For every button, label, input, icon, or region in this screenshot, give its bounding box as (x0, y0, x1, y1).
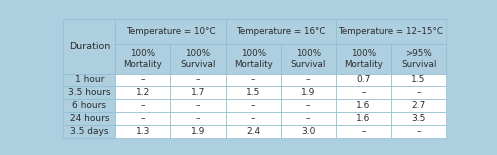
Text: –: – (306, 114, 311, 123)
Bar (281, 73, 336, 86)
Text: –: – (416, 127, 421, 136)
Bar (336, 112, 391, 125)
Text: –: – (196, 101, 200, 110)
Bar (63, 125, 115, 138)
Bar (170, 86, 226, 99)
Bar (391, 99, 446, 112)
Bar (391, 86, 446, 99)
Text: –: – (251, 101, 255, 110)
Text: –: – (306, 101, 311, 110)
Bar (391, 44, 446, 73)
Bar (63, 86, 115, 99)
Text: 3.5: 3.5 (412, 114, 426, 123)
Bar (336, 99, 391, 112)
Text: 1.9: 1.9 (301, 88, 316, 97)
Text: 0.7: 0.7 (356, 75, 371, 84)
Text: 1 hour: 1 hour (75, 75, 104, 84)
Text: –: – (141, 75, 145, 84)
Bar (281, 86, 336, 99)
Text: 24 hours: 24 hours (70, 114, 109, 123)
Bar (281, 125, 336, 138)
Text: 2.4: 2.4 (246, 127, 260, 136)
Bar (226, 112, 281, 125)
Text: 100%
Mortality: 100% Mortality (344, 49, 383, 69)
Bar (336, 125, 391, 138)
Text: –: – (361, 127, 366, 136)
Text: –: – (251, 75, 255, 84)
Text: 100%
Survival: 100% Survival (291, 49, 326, 69)
Text: –: – (361, 88, 366, 97)
Bar (115, 73, 170, 86)
Text: –: – (141, 101, 145, 110)
Bar (226, 86, 281, 99)
Text: –: – (196, 114, 200, 123)
Bar (170, 112, 226, 125)
Bar (63, 19, 115, 73)
Text: Temperature = 10°C: Temperature = 10°C (126, 27, 215, 36)
Bar (336, 19, 446, 44)
Bar (281, 112, 336, 125)
Bar (63, 73, 115, 86)
Text: –: – (141, 114, 145, 123)
Text: –: – (251, 114, 255, 123)
Text: 1.7: 1.7 (191, 88, 205, 97)
Bar (336, 44, 391, 73)
Bar (391, 73, 446, 86)
Text: 2.7: 2.7 (412, 101, 426, 110)
Bar (170, 44, 226, 73)
Bar (115, 99, 170, 112)
Bar (63, 99, 115, 112)
Bar (63, 112, 115, 125)
Bar (281, 44, 336, 73)
Bar (115, 19, 226, 44)
Bar (115, 112, 170, 125)
Bar (115, 86, 170, 99)
Bar (391, 125, 446, 138)
Bar (226, 73, 281, 86)
Bar (336, 73, 391, 86)
Text: 1.6: 1.6 (356, 101, 371, 110)
Bar (115, 125, 170, 138)
Bar (226, 99, 281, 112)
Text: 1.2: 1.2 (136, 88, 150, 97)
Text: –: – (196, 75, 200, 84)
Bar (170, 125, 226, 138)
Text: 100%
Mortality: 100% Mortality (234, 49, 272, 69)
Text: Temperature = 16°C: Temperature = 16°C (236, 27, 326, 36)
Text: –: – (416, 88, 421, 97)
Bar (336, 86, 391, 99)
Text: 1.5: 1.5 (246, 88, 260, 97)
Text: 1.6: 1.6 (356, 114, 371, 123)
Bar (281, 99, 336, 112)
Text: 1.9: 1.9 (191, 127, 205, 136)
Text: –: – (306, 75, 311, 84)
Text: 100%
Survival: 100% Survival (180, 49, 216, 69)
Text: 100%
Mortality: 100% Mortality (124, 49, 163, 69)
Text: 3.5 hours: 3.5 hours (68, 88, 111, 97)
Text: 3.0: 3.0 (301, 127, 316, 136)
Bar (226, 44, 281, 73)
Text: Temperature = 12–15°C: Temperature = 12–15°C (338, 27, 443, 36)
Bar (170, 99, 226, 112)
Text: 1.5: 1.5 (412, 75, 426, 84)
Bar (170, 73, 226, 86)
Bar (391, 112, 446, 125)
Text: 3.5 days: 3.5 days (70, 127, 108, 136)
Text: Duration: Duration (69, 42, 110, 51)
Text: 6 hours: 6 hours (72, 101, 106, 110)
Bar (226, 125, 281, 138)
Text: >95%
Survival: >95% Survival (401, 49, 436, 69)
Bar (115, 44, 170, 73)
Text: 1.3: 1.3 (136, 127, 150, 136)
Bar (226, 19, 336, 44)
